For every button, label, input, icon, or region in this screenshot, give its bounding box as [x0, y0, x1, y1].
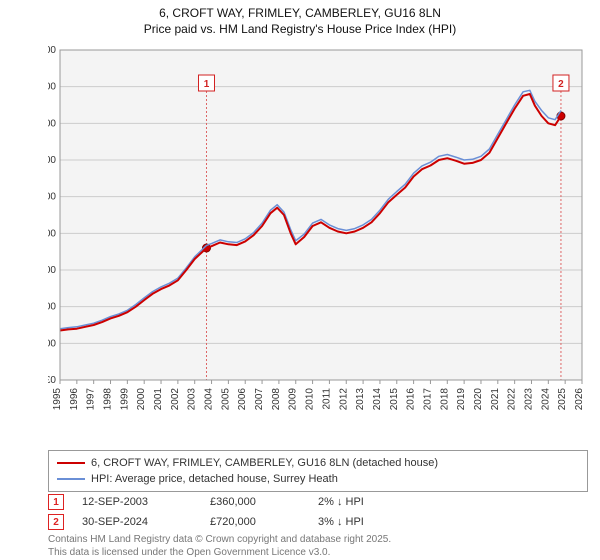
- svg-text:£0: £0: [48, 375, 56, 386]
- svg-text:2007: 2007: [254, 388, 265, 411]
- svg-text:1996: 1996: [69, 388, 80, 411]
- footer-line-1: Contains HM Land Registry data © Crown c…: [48, 534, 391, 547]
- legend-swatch-0: [57, 462, 85, 465]
- svg-text:£300,000: £300,000: [48, 265, 56, 276]
- svg-text:2005: 2005: [220, 388, 231, 411]
- svg-text:2011: 2011: [321, 388, 332, 410]
- svg-text:1: 1: [204, 79, 210, 90]
- marker-pct-1: 3% ↓ HPI: [318, 516, 428, 528]
- footer: Contains HM Land Registry data © Crown c…: [48, 534, 391, 559]
- svg-text:2023: 2023: [523, 388, 534, 411]
- legend-label-1: HPI: Average price, detached house, Surr…: [91, 473, 338, 485]
- legend-label-0: 6, CROFT WAY, FRIMLEY, CAMBERLEY, GU16 8…: [91, 457, 438, 469]
- svg-text:2022: 2022: [507, 388, 518, 411]
- svg-text:2008: 2008: [271, 388, 282, 411]
- svg-text:1999: 1999: [119, 388, 130, 411]
- svg-text:2012: 2012: [338, 388, 349, 411]
- svg-text:2015: 2015: [389, 388, 400, 411]
- svg-text:2018: 2018: [439, 388, 450, 411]
- svg-text:2025: 2025: [557, 388, 568, 411]
- svg-text:2014: 2014: [372, 388, 383, 411]
- marker-pct-0: 2% ↓ HPI: [318, 496, 428, 508]
- marker-box-0: 1: [48, 494, 64, 510]
- legend-swatch-1: [57, 478, 85, 481]
- svg-text:£900,000: £900,000: [48, 45, 56, 56]
- legend-row-1: HPI: Average price, detached house, Surr…: [57, 471, 579, 487]
- svg-text:2024: 2024: [540, 388, 551, 411]
- svg-text:2017: 2017: [422, 388, 433, 411]
- svg-text:£100,000: £100,000: [48, 338, 56, 349]
- marker-price-0: £360,000: [210, 496, 300, 508]
- marker-date-1: 30-SEP-2024: [82, 516, 192, 528]
- svg-text:1997: 1997: [86, 388, 97, 411]
- marker-row-0: 1 12-SEP-2003 £360,000 2% ↓ HPI: [48, 492, 428, 512]
- marker-row-1: 2 30-SEP-2024 £720,000 3% ↓ HPI: [48, 512, 428, 532]
- svg-text:2000: 2000: [136, 388, 147, 411]
- markers-table: 1 12-SEP-2003 £360,000 2% ↓ HPI 2 30-SEP…: [48, 492, 428, 532]
- svg-text:2004: 2004: [204, 388, 215, 411]
- marker-box-1: 2: [48, 514, 64, 530]
- svg-text:£800,000: £800,000: [48, 82, 56, 93]
- svg-text:2019: 2019: [456, 388, 467, 411]
- title-line-1: 6, CROFT WAY, FRIMLEY, CAMBERLEY, GU16 8…: [0, 6, 600, 22]
- svg-text:2021: 2021: [490, 388, 501, 411]
- svg-text:2002: 2002: [170, 388, 181, 411]
- marker-price-1: £720,000: [210, 516, 300, 528]
- svg-text:2: 2: [558, 79, 564, 90]
- svg-text:£700,000: £700,000: [48, 118, 56, 129]
- svg-text:2010: 2010: [305, 388, 316, 411]
- svg-text:2003: 2003: [187, 388, 198, 411]
- svg-text:1998: 1998: [103, 388, 114, 411]
- marker-date-0: 12-SEP-2003: [82, 496, 192, 508]
- svg-text:2020: 2020: [473, 388, 484, 411]
- svg-text:2013: 2013: [355, 388, 366, 411]
- svg-text:£200,000: £200,000: [48, 302, 56, 313]
- svg-text:£400,000: £400,000: [48, 228, 56, 239]
- chart-svg: £0 £100,000 £200,000 £300,000 £400,000 £500,0…: [48, 44, 588, 414]
- legend-row-0: 6, CROFT WAY, FRIMLEY, CAMBERLEY, GU16 8…: [57, 455, 579, 471]
- chart-title-block: 6, CROFT WAY, FRIMLEY, CAMBERLEY, GU16 8…: [0, 0, 600, 37]
- footer-line-2: This data is licensed under the Open Gov…: [48, 547, 391, 560]
- title-line-2: Price paid vs. HM Land Registry's House …: [0, 22, 600, 38]
- svg-text:2016: 2016: [406, 388, 417, 411]
- svg-text:2009: 2009: [288, 388, 299, 411]
- svg-text:£500,000: £500,000: [48, 192, 56, 203]
- svg-text:£600,000: £600,000: [48, 155, 56, 166]
- svg-text:2006: 2006: [237, 388, 248, 411]
- svg-text:2026: 2026: [574, 388, 585, 411]
- svg-text:2001: 2001: [153, 388, 164, 411]
- legend-box: 6, CROFT WAY, FRIMLEY, CAMBERLEY, GU16 8…: [48, 450, 588, 492]
- chart-area: £0 £100,000 £200,000 £300,000 £400,000 £500,0…: [48, 44, 588, 414]
- svg-text:1995: 1995: [52, 388, 63, 411]
